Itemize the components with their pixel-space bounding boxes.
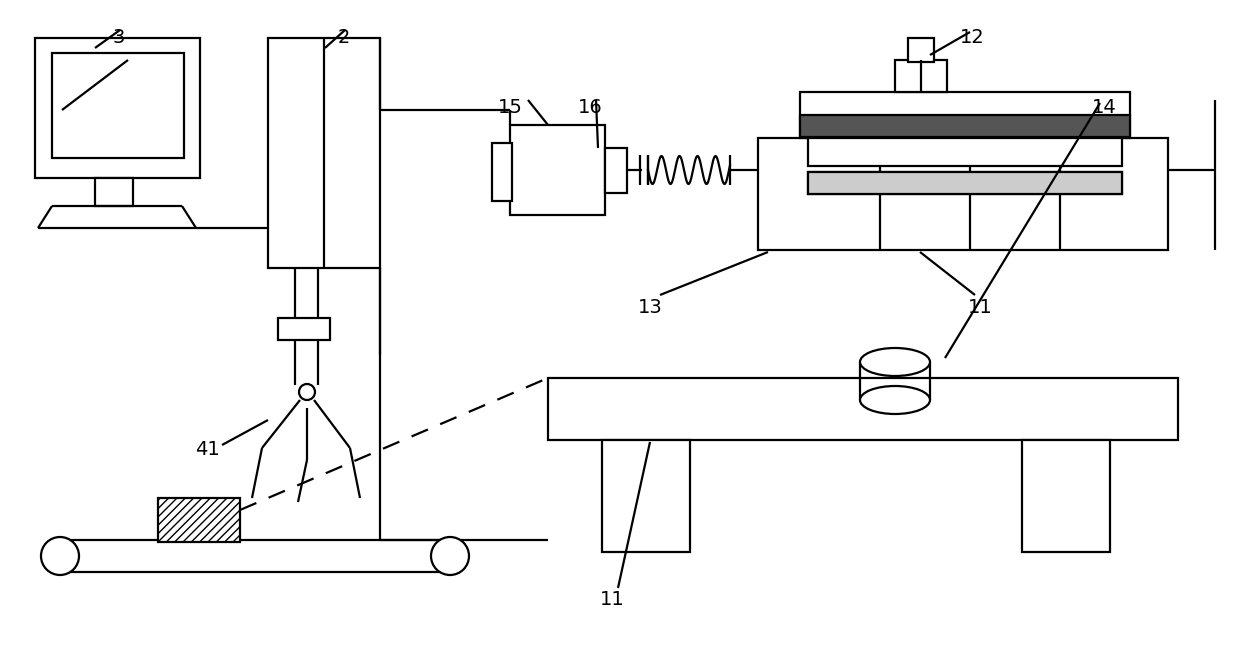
Bar: [35, 38, 200, 178]
Bar: [808, 172, 1122, 194]
Bar: [800, 92, 1130, 138]
Bar: [52, 53, 184, 158]
Bar: [908, 38, 934, 62]
Bar: [278, 318, 330, 340]
Bar: [492, 143, 512, 201]
Bar: [800, 115, 1130, 137]
Ellipse shape: [41, 537, 79, 575]
Bar: [895, 60, 947, 92]
Ellipse shape: [432, 537, 469, 575]
Bar: [758, 138, 1168, 250]
Bar: [157, 498, 241, 542]
Text: 2: 2: [339, 28, 351, 47]
Text: 11: 11: [968, 298, 993, 317]
Text: 16: 16: [578, 98, 603, 117]
Text: 15: 15: [498, 98, 523, 117]
Bar: [808, 138, 1122, 166]
Text: 13: 13: [639, 298, 662, 317]
Bar: [808, 172, 1122, 194]
Bar: [95, 178, 133, 206]
Bar: [510, 125, 605, 215]
Bar: [605, 148, 627, 193]
Text: 41: 41: [195, 440, 219, 459]
Ellipse shape: [299, 384, 315, 400]
Bar: [1022, 440, 1110, 552]
Text: 11: 11: [600, 590, 625, 609]
Bar: [548, 378, 1178, 440]
Text: 3: 3: [113, 28, 125, 47]
Text: 14: 14: [1092, 98, 1117, 117]
Text: 12: 12: [960, 28, 985, 47]
Ellipse shape: [861, 348, 930, 376]
Bar: [601, 440, 689, 552]
Ellipse shape: [861, 386, 930, 414]
Bar: [268, 38, 379, 268]
